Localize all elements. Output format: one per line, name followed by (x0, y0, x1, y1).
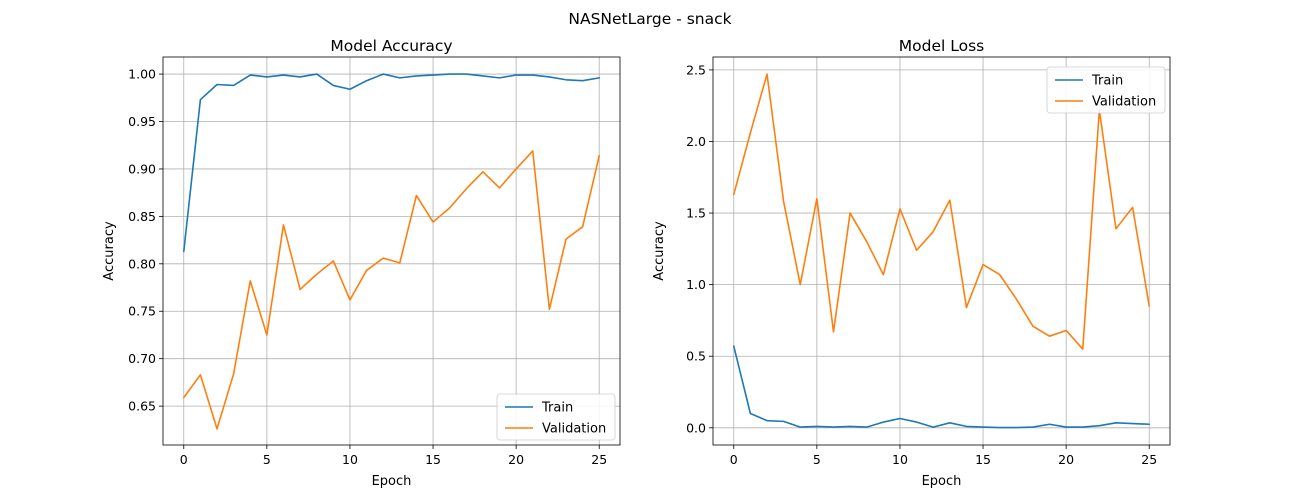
accuracy-grid (163, 57, 620, 445)
y-tick-label: 0.70 (128, 351, 156, 366)
loss-chart-title: Model Loss (899, 37, 984, 55)
x-tick-label: 25 (1141, 452, 1157, 467)
x-tick-label: 20 (1058, 452, 1074, 467)
y-tick-label: 0.80 (128, 256, 156, 271)
loss-y-axis-label: Accuracy (652, 221, 667, 281)
x-tick-label: 15 (425, 452, 441, 467)
y-tick-label: 2.0 (686, 134, 706, 149)
y-tick-label: 1.5 (686, 206, 706, 221)
accuracy-x-axis-label: Epoch (372, 474, 412, 489)
x-tick-label: 15 (975, 452, 991, 467)
y-tick-label: 1.0 (686, 277, 706, 292)
y-tick-label: 0.0 (686, 420, 706, 435)
x-tick-label: 5 (813, 452, 821, 467)
x-tick-label: 5 (263, 452, 271, 467)
y-tick-label: 1.00 (128, 67, 156, 82)
legend-label-train: Train (541, 401, 573, 416)
legend-label-validation: Validation (1092, 95, 1156, 110)
accuracy-chart-title: Model Accuracy (330, 37, 452, 55)
legend-label-validation: Validation (542, 422, 606, 437)
x-tick-label: 10 (342, 452, 358, 467)
loss-chart: 0 5 10 15 20 25 0.0 0.5 1.0 1.5 2.0 2.5 Model Loss Ep… (652, 37, 1171, 489)
loss-plot-frame (712, 56, 1171, 446)
accuracy-y-axis-label: Accuracy (102, 221, 117, 281)
x-tick-label: 20 (508, 452, 524, 467)
accuracy-chart: 0 5 10 15 20 25 0.65 0.70 0.75 0.80 0.85 0.90 0.95 1.… (102, 37, 621, 489)
legend-label-train: Train (1091, 74, 1123, 89)
y-tick-label: 0.65 (128, 399, 156, 414)
accuracy-plot-frame (162, 56, 621, 446)
x-tick-label: 25 (591, 452, 607, 467)
y-tick-label: 0.90 (128, 161, 156, 176)
loss-legend: Train Validation (1046, 66, 1166, 114)
accuracy-series-train (182, 73, 601, 253)
accuracy-series-validation (182, 150, 601, 430)
y-tick-label: 0.75 (128, 304, 156, 319)
y-tick-label: 0.5 (686, 349, 706, 364)
loss-grid (713, 57, 1170, 445)
loss-x-axis-label: Epoch (922, 474, 962, 489)
figure-title: NASNetLarge - snack (568, 10, 731, 28)
loss-series-validation (732, 73, 1151, 350)
y-tick-label: 2.5 (686, 62, 706, 77)
y-tick-label: 0.95 (128, 114, 156, 129)
y-tick-label: 0.85 (128, 209, 156, 224)
accuracy-legend: Train Validation (496, 393, 616, 441)
x-tick-label: 10 (892, 452, 908, 467)
loss-series-train (732, 345, 1151, 429)
x-tick-label: 0 (180, 452, 188, 467)
x-tick-label: 0 (730, 452, 738, 467)
